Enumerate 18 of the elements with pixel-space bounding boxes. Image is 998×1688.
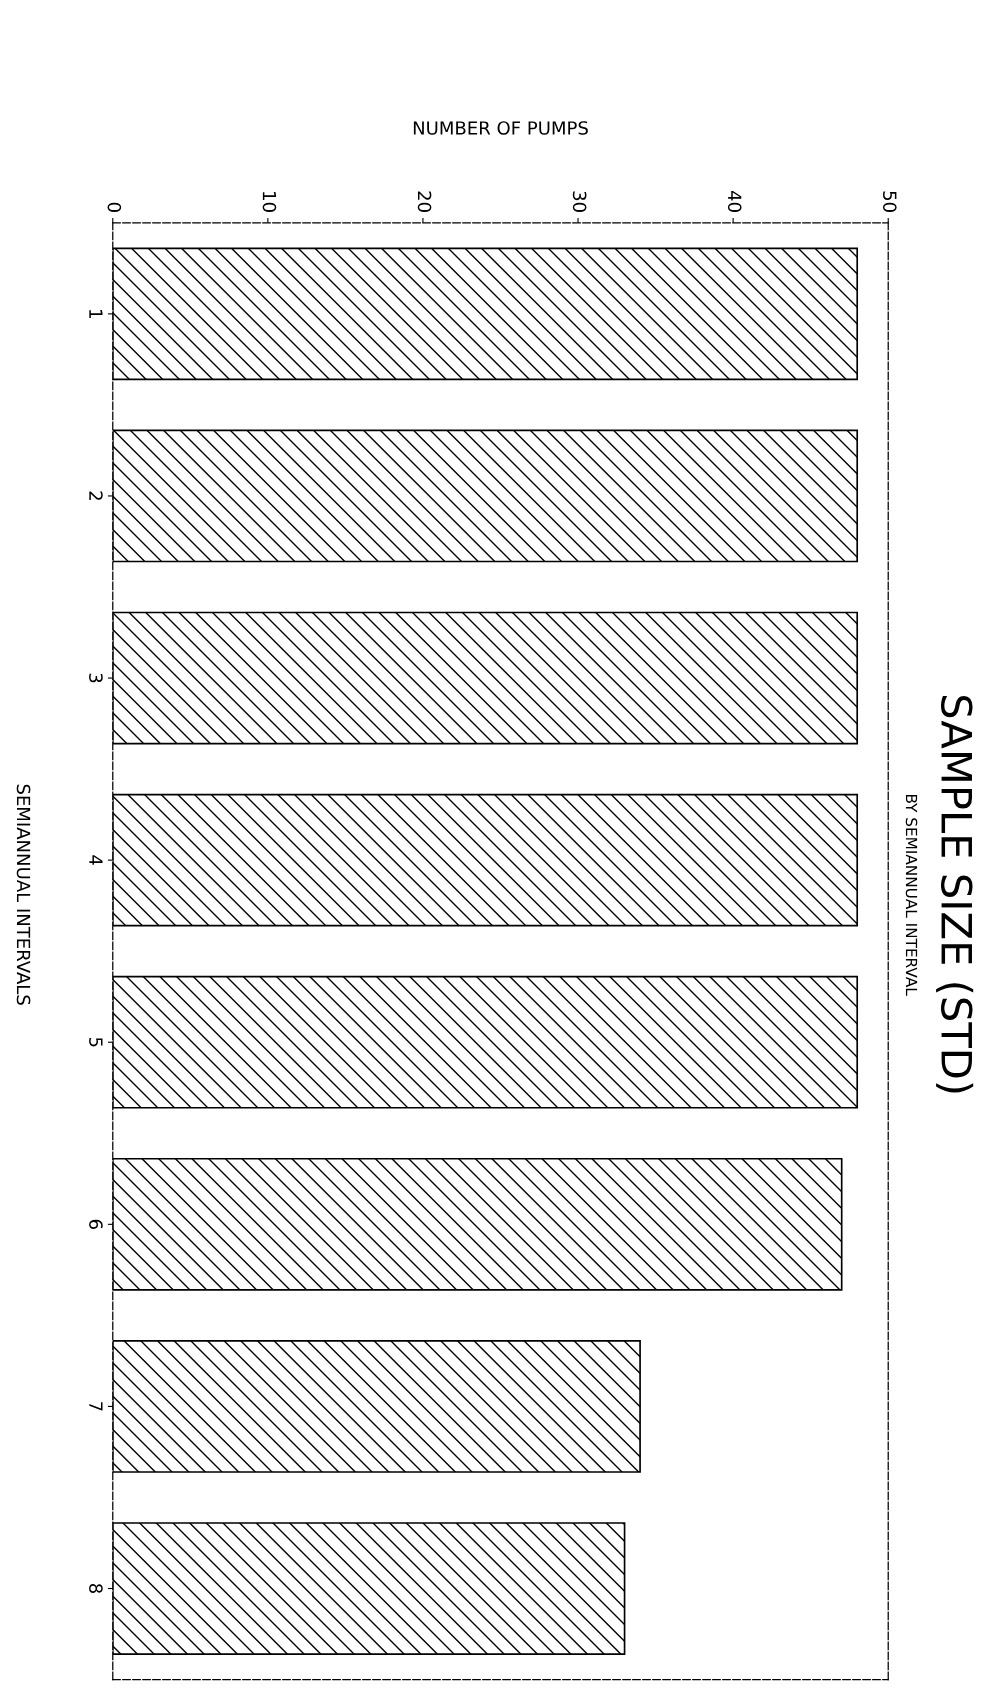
text: SAMPLE SIZE (STD) [936,695,974,1093]
x-axis-title: NUMBER OF PUMPS [413,121,588,135]
y-axis-title: SEMIANNUAL INTERVALS [16,784,31,1005]
y-tick-label: 2 [89,491,103,500]
x-tick-label: 10 [262,192,277,212]
y-tick-label: 4 [89,855,103,865]
y-tick-label: 1 [89,310,103,318]
x-tick-label: 50 [882,191,897,212]
y-tick-label: 6 [89,1219,103,1229]
y-tick-label: 5 [89,1037,103,1047]
x-tick-label: 40 [727,191,742,212]
x-tick-label: 0 [107,202,122,212]
y-tick-label: 8 [89,1583,103,1594]
x-tick-label: 30 [572,191,587,212]
y-tick-label: 3 [89,673,103,683]
y-tick-label: 7 [89,1402,103,1411]
x-tick-label: 20 [417,191,432,212]
text: BY SEMIANNUAL INTERVAL [905,794,918,996]
